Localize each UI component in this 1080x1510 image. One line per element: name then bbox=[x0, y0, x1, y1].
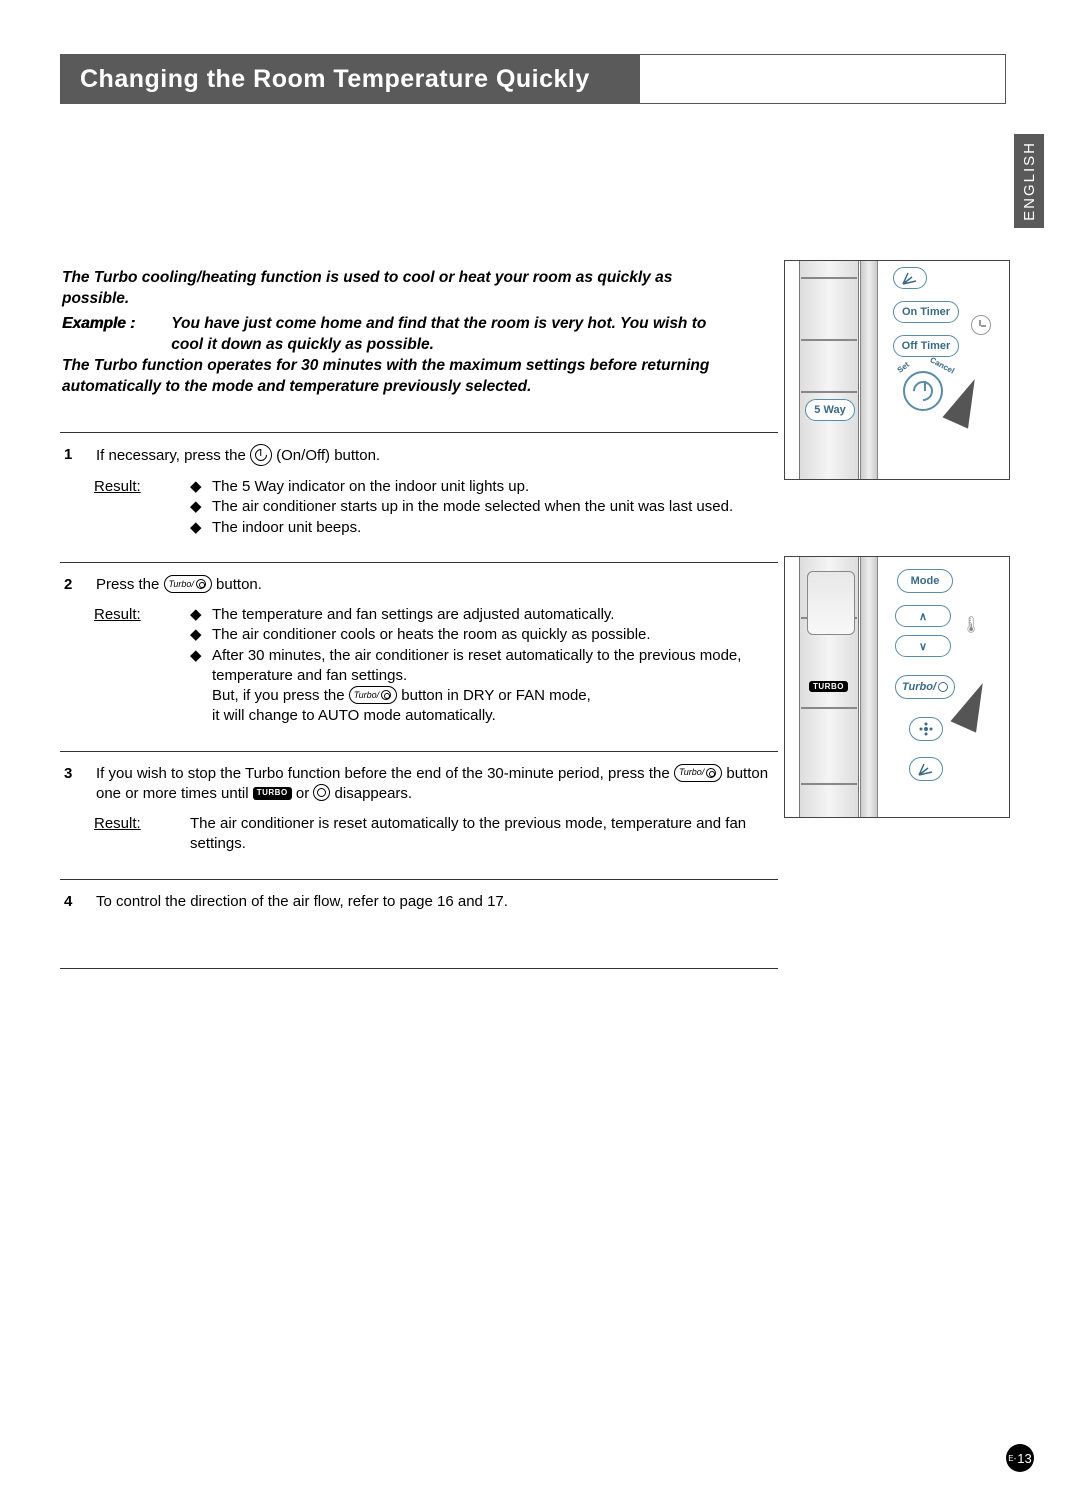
bullet-icon: ◆ bbox=[190, 477, 212, 497]
step-3: 3 If you wish to stop the Turbo function… bbox=[60, 751, 778, 879]
temp-down-button: ∨ bbox=[895, 635, 951, 657]
intro-line3: The Turbo function operates for 30 minut… bbox=[62, 356, 742, 398]
on-timer-button: On Timer bbox=[893, 301, 959, 323]
step3-text: or bbox=[296, 785, 314, 802]
remote-illustration-1: On Timer Off Timer Set Cancel 5 Way bbox=[784, 260, 1010, 480]
bullet-icon: ◆ bbox=[190, 646, 212, 727]
bullet-icon: ◆ bbox=[190, 605, 212, 625]
bullet-text: But, if you press the bbox=[212, 687, 349, 704]
bullet-text: The air conditioner cools or heats the r… bbox=[212, 625, 651, 645]
remote-illustration-2: Mode ∧ ∨ 🌡 Turbo/ TURBO bbox=[784, 556, 1010, 818]
remote-display bbox=[807, 571, 855, 635]
step3-result: The air conditioner is reset automatical… bbox=[190, 814, 778, 855]
bullet-text: The temperature and fan settings are adj… bbox=[212, 605, 614, 625]
swing-icon bbox=[893, 267, 927, 289]
result-label: Result: bbox=[94, 814, 190, 855]
intro-line1: The Turbo cooling/heating function is us… bbox=[62, 268, 742, 310]
turbo-button-icon: Turbo/ bbox=[349, 686, 397, 704]
page-prefix: E- bbox=[1008, 1454, 1016, 1463]
language-tab: ENGLISH bbox=[1014, 134, 1044, 228]
bullet-icon: ◆ bbox=[190, 625, 212, 645]
step-number: 1 bbox=[60, 445, 96, 467]
page-title: Changing the Room Temperature Quickly bbox=[80, 65, 590, 94]
turbo-btn-label: Turbo/ bbox=[169, 578, 194, 590]
fan-button bbox=[909, 717, 943, 741]
title-band: Changing the Room Temperature Quickly bbox=[60, 54, 640, 104]
pointer-arrow bbox=[942, 373, 987, 428]
step-number: 4 bbox=[60, 892, 96, 912]
turbo-btn-label: Turbo/ bbox=[679, 766, 704, 778]
temp-up-button: ∧ bbox=[895, 605, 951, 627]
step3-text: If you wish to stop the Turbo function b… bbox=[96, 765, 674, 782]
example-label: Example : bbox=[62, 314, 135, 356]
power-button bbox=[903, 371, 943, 411]
bullet-text: After 30 minutes, the air conditioner is… bbox=[212, 647, 741, 684]
mode-button: Mode bbox=[897, 569, 953, 593]
step3-text: disappears. bbox=[335, 785, 413, 802]
step-2: 2 Press the Turbo/ button. Result: ◆The … bbox=[60, 562, 778, 751]
turbo-badge-icon: TURBO bbox=[253, 787, 292, 800]
bullet-text: The air conditioner starts up in the mod… bbox=[212, 497, 733, 517]
page-number: 13 bbox=[1017, 1451, 1031, 1466]
example-text: You have just come home and find that th… bbox=[171, 314, 742, 356]
pointer-arrow bbox=[950, 677, 995, 732]
result-label: Result: bbox=[94, 477, 190, 538]
clock-icon bbox=[971, 315, 991, 335]
result-label: Result: bbox=[94, 605, 190, 727]
swirl-icon bbox=[313, 784, 330, 801]
step1-lead-pre: If necessary, press the bbox=[96, 447, 250, 464]
step2-lead-pre: Press the bbox=[96, 576, 164, 593]
step2-lead-post: button. bbox=[216, 576, 262, 593]
steps-list: 1 If necessary, press the (On/Off) butto… bbox=[60, 432, 778, 969]
step1-lead-post: (On/Off) button. bbox=[276, 447, 380, 464]
turbo-button: Turbo/ bbox=[895, 675, 955, 699]
step-4: 4 To control the direction of the air fl… bbox=[60, 879, 778, 969]
step-1: 1 If necessary, press the (On/Off) butto… bbox=[60, 432, 778, 562]
five-way-button: 5 Way bbox=[805, 399, 855, 421]
step-number: 2 bbox=[60, 575, 96, 595]
turbo-button-icon: Turbo/ bbox=[674, 764, 722, 782]
bullet-text: button in DRY or FAN mode, bbox=[401, 687, 591, 704]
step-number: 3 bbox=[60, 764, 96, 805]
step4-text: To control the direction of the air flow… bbox=[96, 892, 778, 912]
swing-button bbox=[909, 757, 943, 781]
bullet-text: The 5 Way indicator on the indoor unit l… bbox=[212, 477, 529, 497]
language-label: ENGLISH bbox=[1021, 141, 1038, 221]
turbo-label: Turbo/ bbox=[902, 681, 936, 693]
turbo-button-icon: Turbo/ bbox=[164, 575, 212, 593]
intro-block: The Turbo cooling/heating function is us… bbox=[62, 268, 742, 402]
bullet-icon: ◆ bbox=[190, 497, 212, 517]
onoff-icon bbox=[250, 444, 272, 466]
thermometer-icon: 🌡 bbox=[961, 615, 981, 635]
turbo-display-badge: TURBO bbox=[809, 681, 848, 692]
page-number-badge: E-13 bbox=[1006, 1444, 1034, 1472]
off-timer-button: Off Timer bbox=[893, 335, 959, 357]
bullet-icon: ◆ bbox=[190, 518, 212, 538]
turbo-btn-label: Turbo/ bbox=[354, 689, 379, 701]
bullet-text: The indoor unit beeps. bbox=[212, 518, 361, 538]
set-label: Set bbox=[896, 360, 911, 375]
bullet-text: it will change to AUTO mode automaticall… bbox=[212, 707, 496, 724]
